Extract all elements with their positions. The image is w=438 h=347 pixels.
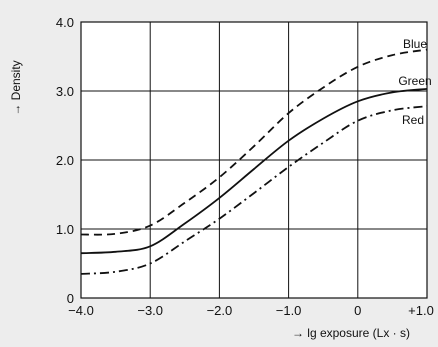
- series-line-green: [80, 88, 428, 255]
- y-tick-label: 3.0: [56, 84, 74, 99]
- x-tick-label: −4.0: [68, 303, 94, 318]
- series-line-blue: [80, 48, 428, 236]
- y-tick-labels: 0 1.0 2.0 3.0 4.0: [56, 15, 74, 306]
- x-tick-label: 0: [354, 303, 361, 318]
- y-axis-label: → Density: [9, 60, 23, 115]
- series-layer: [80, 48, 428, 275]
- y-tick-label: 1.0: [56, 222, 74, 237]
- y-tick-label: 2.0: [56, 153, 74, 168]
- series-label-red: Red: [402, 113, 424, 127]
- series-line-red: [80, 105, 428, 275]
- series-labels: Blue Green Red: [398, 37, 431, 127]
- x-tick-label: +1.0: [408, 303, 434, 318]
- series-label-blue: Blue: [403, 37, 427, 51]
- x-tick-labels: −4.0 −3.0 −2.0 −1.0 0 +1.0: [68, 303, 434, 318]
- x-axis-label: → lg exposure (Lx · s): [292, 326, 410, 340]
- x-tick-label: −2.0: [207, 303, 233, 318]
- x-tick-label: −3.0: [137, 303, 163, 318]
- series-label-green: Green: [398, 74, 431, 88]
- plot-frame: [80, 21, 428, 299]
- y-tick-label: 0: [67, 291, 74, 306]
- x-tick-label: −1.0: [276, 303, 302, 318]
- y-tick-label: 4.0: [56, 15, 74, 30]
